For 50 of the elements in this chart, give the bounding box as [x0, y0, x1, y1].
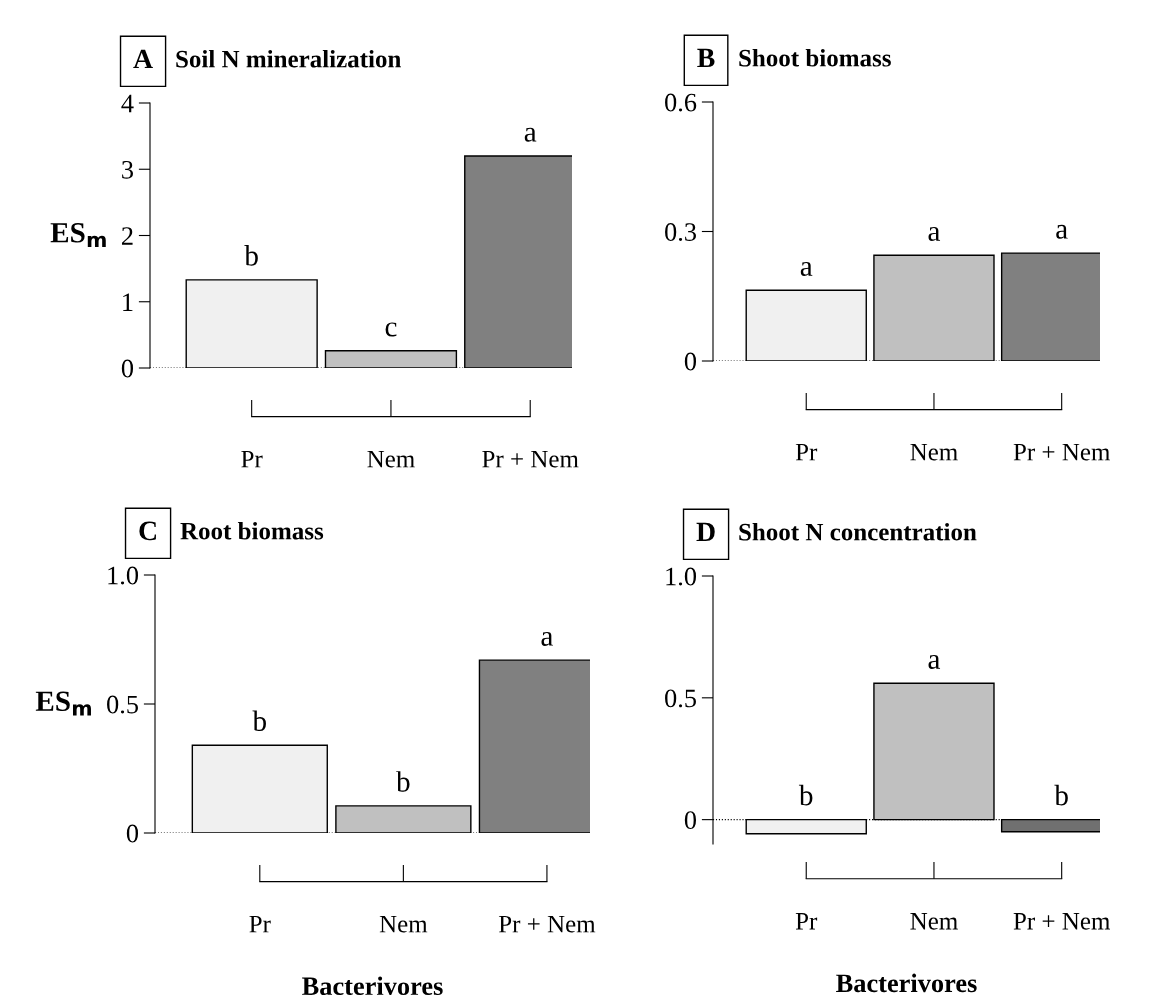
- x-tick-label: Pr: [795, 443, 818, 461]
- x-tick-label: Pr + Nem: [482, 450, 579, 468]
- data-label: a: [928, 227, 941, 241]
- x-tick-label: Pr: [795, 913, 818, 930]
- y-tick-label: 3: [122, 160, 133, 179]
- y-tick-label: 0.3: [665, 223, 696, 242]
- text: D: [696, 522, 715, 542]
- data-label: a: [928, 654, 941, 669]
- y-tick-label: 0.5: [665, 689, 696, 708]
- chart-title: Root biomass: [180, 522, 324, 540]
- y-tick-label: 2: [121, 227, 133, 245]
- y-tick-label: 0: [121, 359, 134, 378]
- y-tick-label: 1.0: [666, 567, 697, 586]
- y-tick-label: 0.6: [665, 93, 697, 112]
- x-axis-title: Bacterivores: [302, 976, 443, 996]
- y-axis-title: ES$_{m}$: [50, 222, 106, 248]
- data-label: b: [1054, 784, 1068, 806]
- x-tick-label: Nem: [379, 915, 428, 933]
- x-tick-label: Nem: [910, 443, 958, 461]
- x-tick-label: Pr + Nem: [1013, 443, 1111, 461]
- x-axis-title: Bacterivores: [836, 973, 977, 993]
- x-tick-label: Pr + Nem: [1013, 913, 1111, 930]
- chart-title: Shoot N concentration: [739, 523, 977, 541]
- text: B: [697, 48, 715, 68]
- data-label: b: [244, 245, 258, 266]
- chart-title: Shoot biomass: [739, 49, 891, 67]
- y-tick-label: 1.0: [108, 566, 139, 585]
- data-label: a: [541, 631, 553, 646]
- y-tick-label: 0: [684, 811, 697, 830]
- y-axis-title: ES$_{m}$: [35, 691, 91, 716]
- y-tick-label: 0: [684, 352, 697, 371]
- data-label: b: [798, 784, 813, 806]
- data-label: b: [396, 771, 410, 792]
- data-label: a: [1056, 224, 1068, 239]
- text: C: [139, 521, 156, 541]
- data-label: a: [800, 261, 813, 276]
- data-label: c: [385, 322, 397, 337]
- x-tick-label: Pr: [249, 915, 271, 933]
- text: A: [133, 49, 153, 69]
- chart-title: Soil N mineralization: [176, 50, 401, 68]
- y-tick-label: 4: [121, 94, 134, 113]
- y-tick-label: 0: [126, 824, 139, 843]
- x-tick-label: Pr + Nem: [498, 915, 596, 933]
- x-tick-label: Nem: [910, 913, 958, 930]
- x-tick-label: Pr: [241, 450, 263, 468]
- y-tick-label: 0.5: [107, 695, 138, 714]
- data-label: a: [524, 127, 537, 142]
- data-label: b: [252, 710, 266, 732]
- y-tick-label: 1: [123, 293, 133, 311]
- x-tick-label: Nem: [367, 450, 415, 468]
